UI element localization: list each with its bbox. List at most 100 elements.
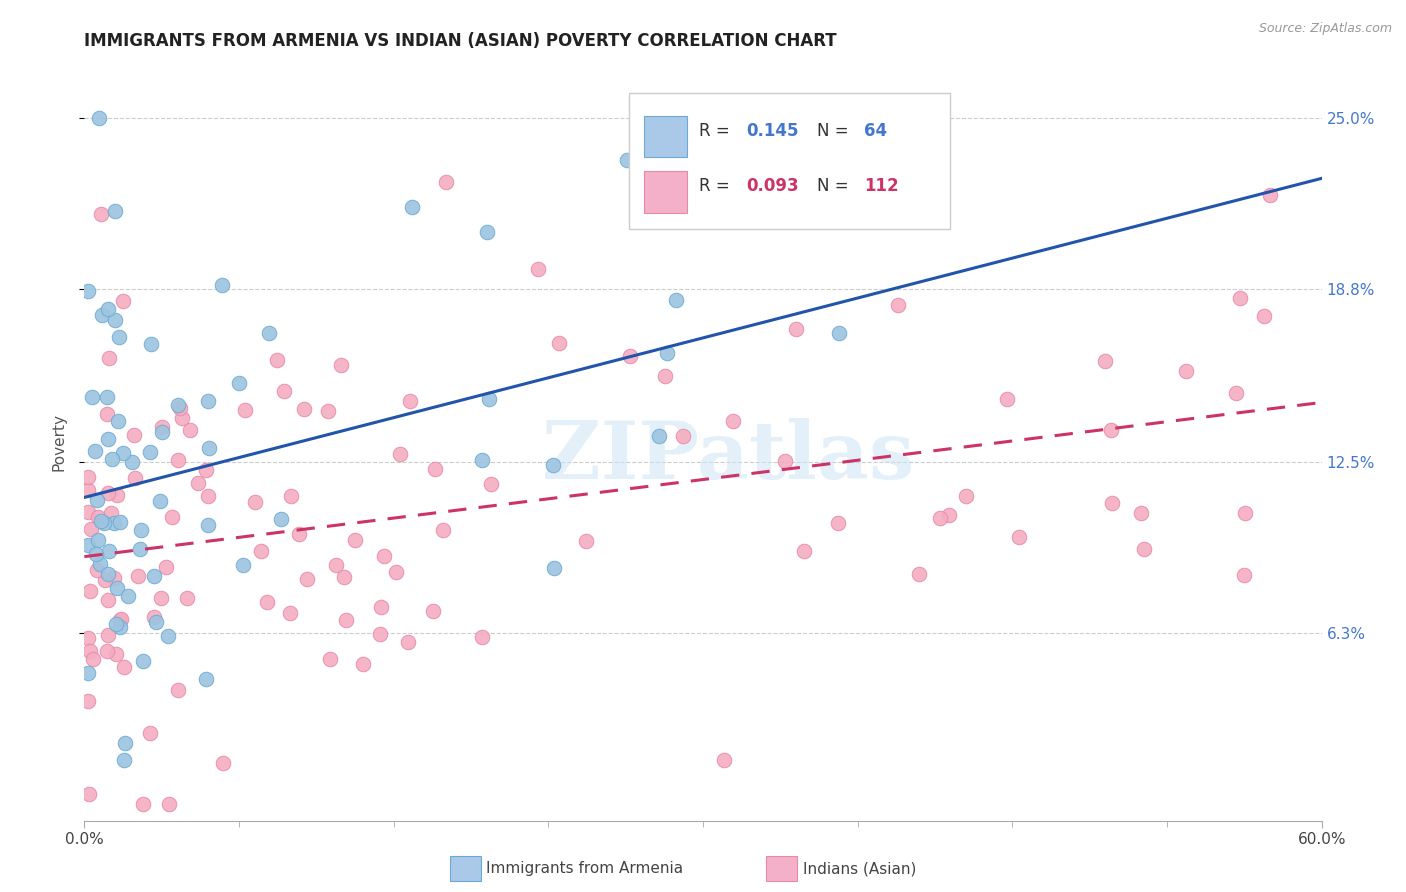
Point	[127, 569, 149, 583]
Point	[423, 462, 446, 476]
Point	[97, 302, 120, 317]
Point	[82, 652, 104, 666]
Point	[368, 627, 391, 641]
Point	[1094, 354, 1116, 368]
Point	[98, 544, 121, 558]
Point	[111, 293, 134, 308]
Point	[187, 475, 209, 490]
Point	[250, 544, 273, 558]
Point	[145, 615, 167, 630]
Point	[195, 672, 218, 686]
Point	[77, 483, 100, 497]
Point	[955, 489, 977, 503]
Point	[318, 403, 340, 417]
Point	[887, 298, 910, 312]
Point	[79, 644, 101, 658]
Point	[77, 665, 100, 680]
Point	[197, 518, 219, 533]
Point	[132, 797, 155, 811]
Point	[132, 654, 155, 668]
Point	[1253, 309, 1275, 323]
Point	[198, 441, 221, 455]
Point	[195, 462, 218, 476]
Text: IMMIGRANTS FROM ARMENIA VS INDIAN (ASIAN) POVERTY CORRELATION CHART: IMMIGRANTS FROM ARMENIA VS INDIAN (ASIAN…	[84, 32, 837, 50]
Point	[266, 353, 288, 368]
Point	[169, 401, 191, 416]
Point	[97, 592, 120, 607]
Point	[142, 609, 165, 624]
Point	[233, 402, 256, 417]
Text: Immigrants from Armenia: Immigrants from Armenia	[486, 862, 683, 876]
Point	[172, 411, 194, 425]
Point	[1233, 506, 1256, 520]
Point	[77, 505, 100, 519]
Point	[105, 581, 128, 595]
Point	[93, 516, 115, 530]
Point	[176, 591, 198, 605]
Point	[114, 736, 136, 750]
Point	[575, 533, 598, 548]
Point	[654, 368, 676, 383]
Text: 64: 64	[863, 121, 887, 140]
Point	[211, 278, 233, 293]
Point	[257, 326, 280, 341]
Point	[1229, 291, 1251, 305]
Text: N =: N =	[817, 121, 853, 140]
Text: 0.145: 0.145	[747, 121, 799, 140]
Point	[527, 262, 550, 277]
Point	[128, 542, 150, 557]
Point	[110, 612, 132, 626]
Point	[422, 604, 444, 618]
Point	[80, 522, 103, 536]
Point	[665, 293, 688, 307]
Point	[619, 350, 641, 364]
Point	[475, 225, 498, 239]
Point	[434, 175, 457, 189]
Point	[90, 514, 112, 528]
Point	[101, 451, 124, 466]
Text: Source: ZipAtlas.com: Source: ZipAtlas.com	[1258, 22, 1392, 36]
Point	[167, 453, 190, 467]
Point	[388, 447, 411, 461]
Point	[396, 634, 419, 648]
Point	[243, 494, 266, 508]
Point	[124, 471, 146, 485]
Point	[1233, 567, 1256, 582]
Point	[330, 358, 353, 372]
Point	[228, 376, 250, 390]
Point	[162, 509, 184, 524]
Point	[93, 574, 115, 588]
Point	[1132, 541, 1154, 556]
Point	[167, 398, 190, 412]
Point	[77, 694, 100, 708]
Point	[104, 203, 127, 218]
FancyBboxPatch shape	[628, 93, 950, 229]
Point	[80, 390, 103, 404]
Point	[995, 392, 1018, 407]
Point	[87, 510, 110, 524]
Point	[97, 485, 120, 500]
Text: 112: 112	[863, 177, 898, 195]
Point	[1101, 496, 1123, 510]
Point	[139, 445, 162, 459]
Point	[83, 443, 105, 458]
Point	[672, 429, 695, 443]
Point	[105, 487, 128, 501]
Point	[111, 446, 134, 460]
Point	[112, 753, 135, 767]
Text: ZIPatlas: ZIPatlas	[541, 417, 914, 496]
Point	[77, 469, 100, 483]
Point	[77, 632, 100, 646]
Point	[385, 565, 408, 579]
Point	[793, 543, 815, 558]
Point	[270, 512, 292, 526]
Point	[548, 336, 571, 351]
Point	[325, 558, 347, 573]
Point	[197, 489, 219, 503]
Point	[139, 336, 162, 351]
Point	[344, 533, 367, 547]
Point	[648, 429, 671, 443]
Point	[105, 647, 128, 661]
Point	[211, 756, 233, 770]
Text: N =: N =	[817, 177, 853, 195]
